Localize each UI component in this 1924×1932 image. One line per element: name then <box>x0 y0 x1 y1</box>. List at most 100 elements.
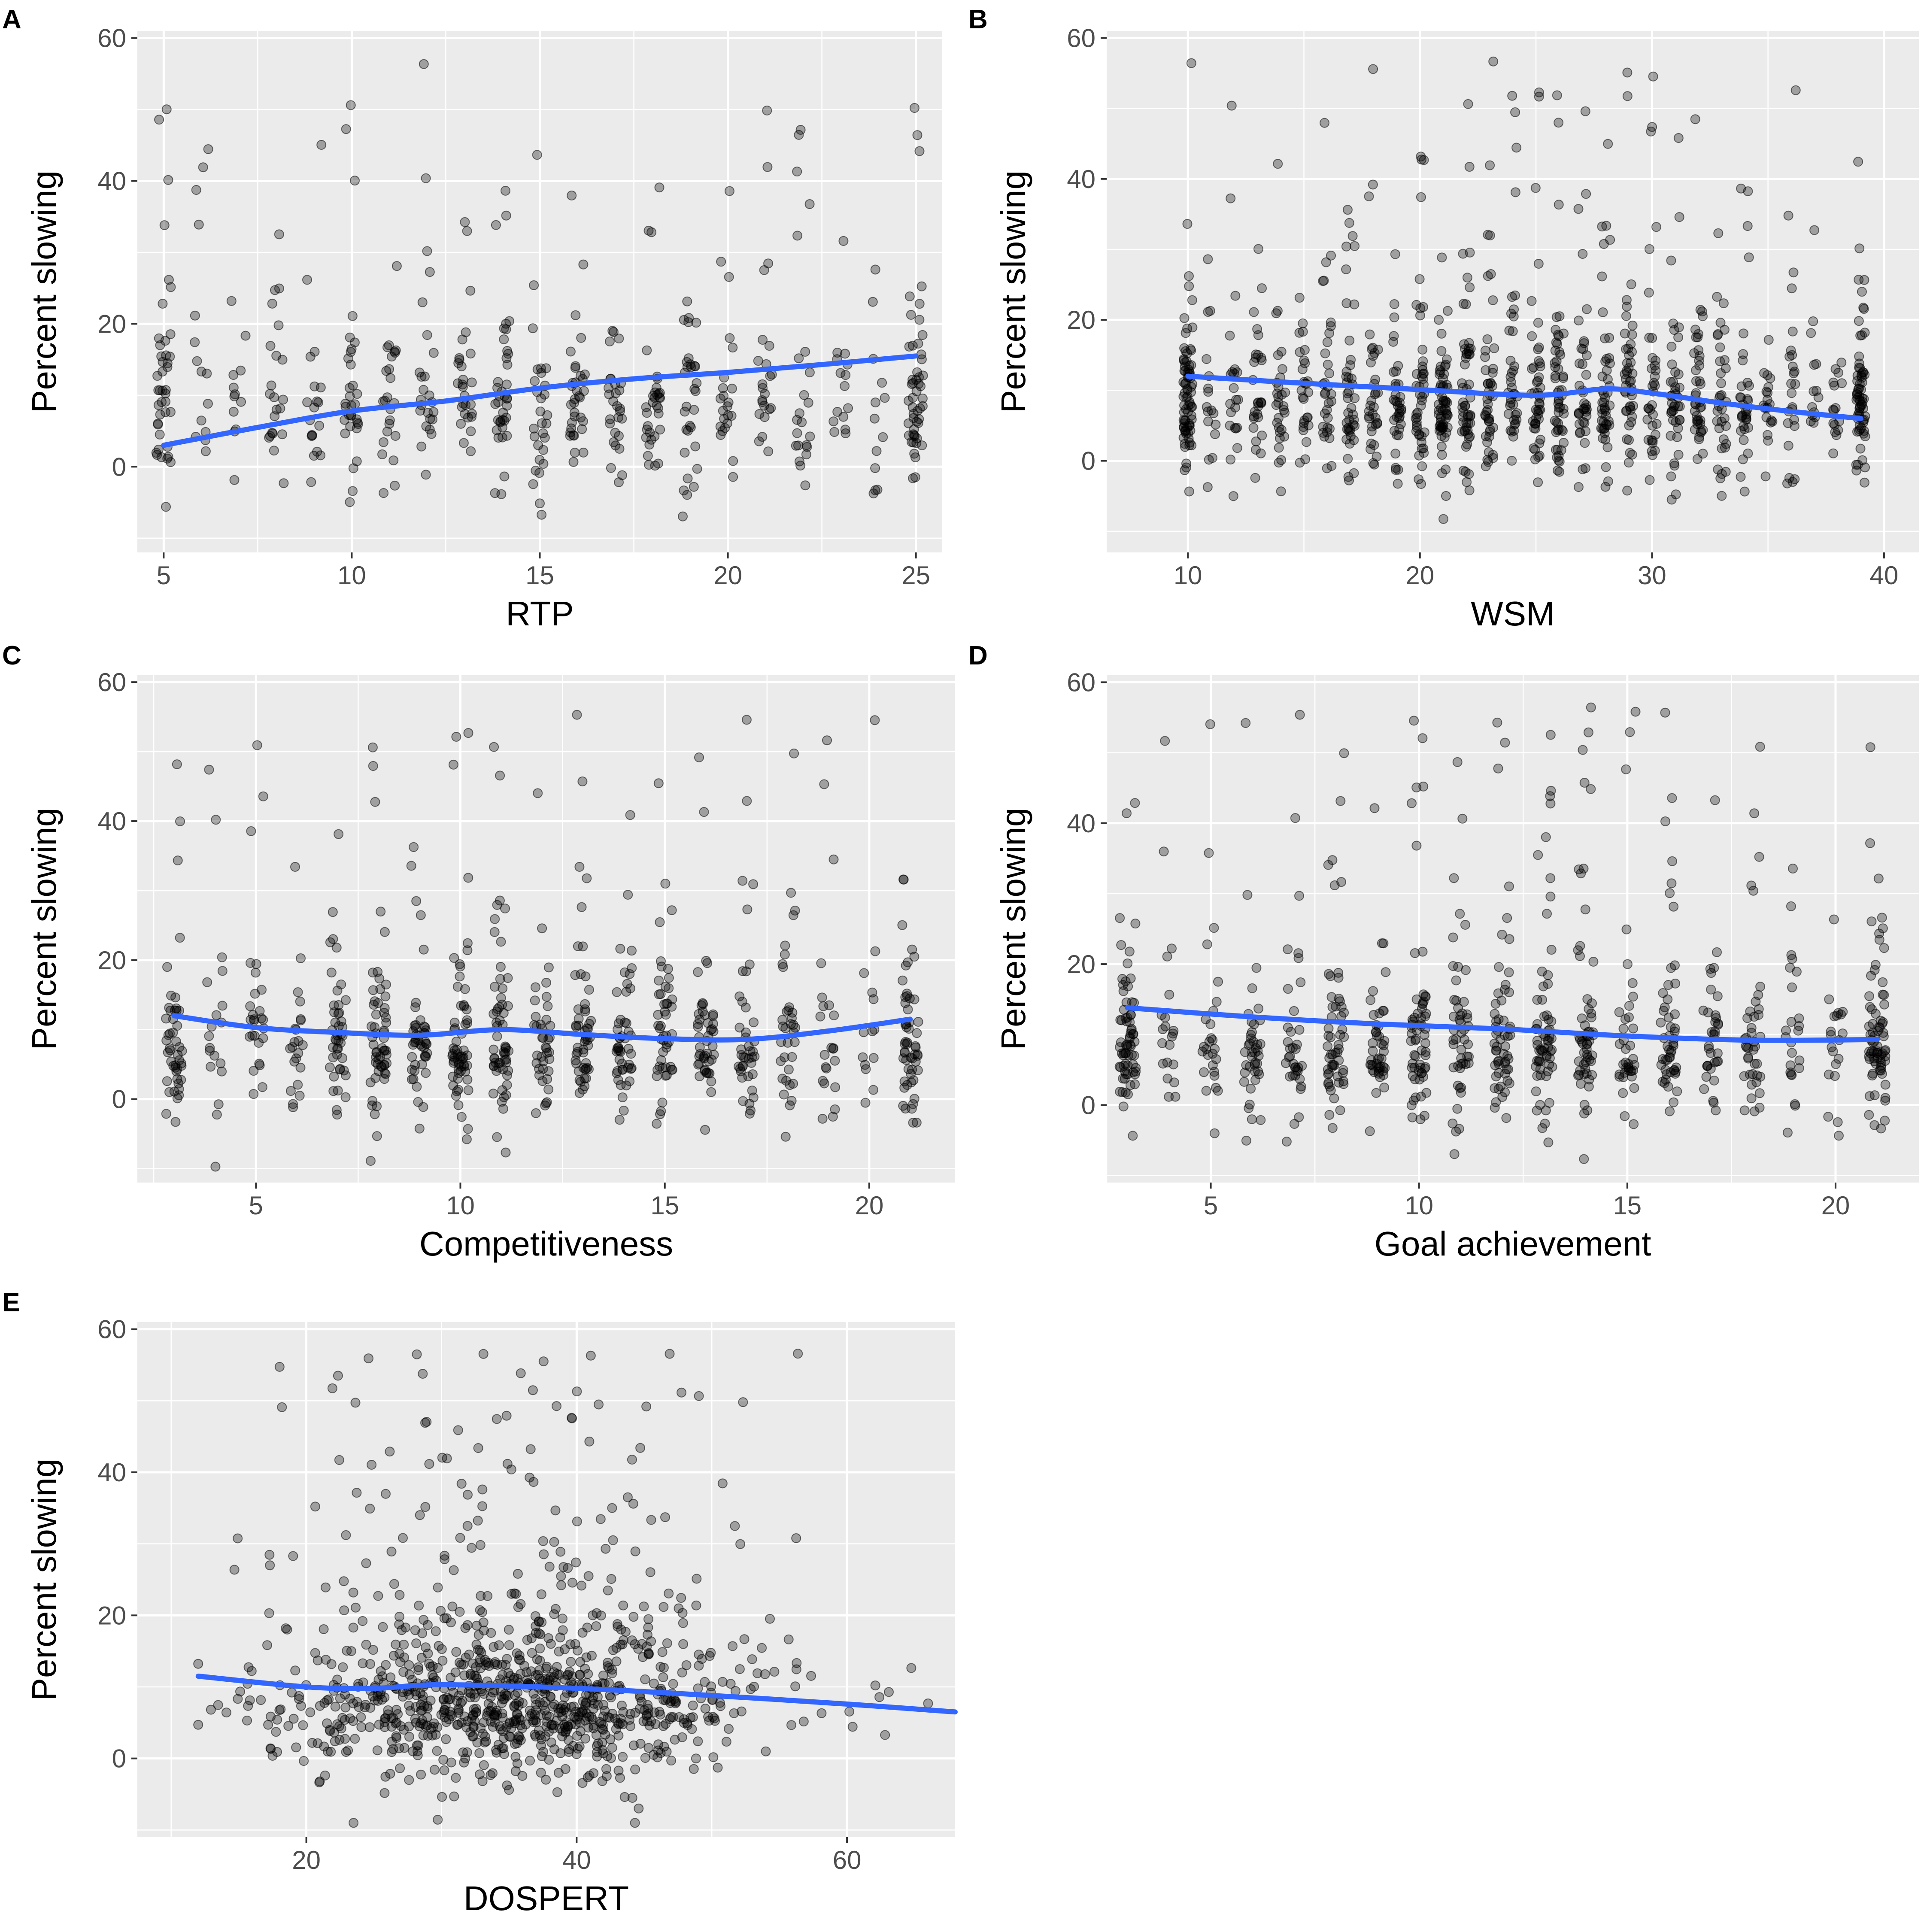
data-point <box>1543 1137 1554 1147</box>
data-point <box>818 1001 828 1011</box>
data-point <box>1130 919 1141 929</box>
data-point <box>1490 1083 1500 1093</box>
data-point <box>1323 860 1333 870</box>
data-point <box>249 1089 259 1099</box>
data-point <box>1364 191 1374 201</box>
data-point <box>692 464 702 474</box>
data-point <box>1252 409 1262 419</box>
data-point <box>1417 391 1427 402</box>
data-point <box>576 333 586 343</box>
data-point <box>913 1017 923 1027</box>
data-point <box>489 1044 499 1055</box>
data-point <box>290 862 300 872</box>
data-point <box>867 1026 877 1037</box>
data-point <box>460 409 470 419</box>
data-point <box>618 1752 628 1762</box>
data-point <box>157 397 167 407</box>
data-point <box>718 383 728 393</box>
data-point <box>343 1745 353 1756</box>
data-point <box>1371 1088 1381 1098</box>
data-point <box>516 1599 526 1609</box>
data-point <box>916 354 927 364</box>
data-point <box>1794 1021 1804 1031</box>
data-point <box>385 415 395 425</box>
data-point <box>1628 1023 1639 1034</box>
data-point <box>1117 1087 1128 1097</box>
data-point <box>601 1771 612 1781</box>
data-point <box>1864 991 1874 1001</box>
data-point <box>535 406 546 417</box>
data-point <box>499 334 509 345</box>
data-point <box>469 1716 479 1726</box>
data-point <box>795 461 806 471</box>
data-point <box>258 1015 268 1025</box>
data-point <box>537 1076 548 1086</box>
data-point <box>1252 324 1262 334</box>
data-point <box>1441 464 1451 475</box>
data-point <box>465 1669 476 1679</box>
data-point <box>877 378 887 388</box>
data-point <box>1788 864 1798 873</box>
data-point <box>1288 1043 1298 1053</box>
data-point <box>1550 373 1560 383</box>
data-point <box>581 1073 591 1083</box>
data-point <box>497 1660 507 1670</box>
data-point <box>1393 479 1403 489</box>
data-point <box>1116 940 1126 950</box>
data-point <box>1675 415 1685 425</box>
data-point <box>1673 133 1684 143</box>
data-point <box>1697 306 1707 317</box>
data-point <box>1788 267 1799 278</box>
data-point <box>787 1052 797 1062</box>
data-point <box>535 1656 545 1666</box>
data-point <box>643 421 653 431</box>
data-point <box>572 1516 582 1526</box>
data-point <box>1673 332 1684 343</box>
data-point <box>1667 856 1677 866</box>
y-tick-label: 40 <box>1067 809 1096 838</box>
data-point <box>649 393 660 403</box>
data-point <box>1202 354 1212 364</box>
data-point <box>497 1743 507 1753</box>
data-point <box>614 334 624 344</box>
data-point <box>463 728 473 738</box>
data-point <box>491 220 501 230</box>
data-point <box>1651 365 1661 376</box>
data-point <box>347 311 358 321</box>
data-point <box>1532 377 1542 387</box>
data-point <box>747 1086 757 1096</box>
data-point <box>269 446 279 456</box>
data-point <box>1618 1088 1628 1098</box>
data-point <box>613 1075 623 1085</box>
data-point <box>1442 397 1452 408</box>
data-point <box>437 1792 447 1802</box>
data-point <box>1283 984 1293 994</box>
data-point <box>790 1681 801 1692</box>
data-point <box>747 1052 757 1062</box>
data-point <box>306 477 316 487</box>
data-point <box>764 341 774 351</box>
data-point <box>898 874 908 885</box>
data-point <box>1744 252 1754 263</box>
data-point <box>1341 241 1351 252</box>
data-point <box>708 1026 719 1037</box>
data-point <box>1411 300 1422 310</box>
data-point <box>417 1059 427 1070</box>
data-point <box>1670 1023 1680 1034</box>
data-point <box>687 1724 697 1734</box>
data-point <box>251 959 261 969</box>
data-point <box>328 1086 339 1096</box>
data-point <box>840 349 850 359</box>
data-point <box>1712 991 1723 1001</box>
data-point <box>758 383 768 393</box>
data-point <box>1366 426 1377 437</box>
data-point <box>570 363 580 373</box>
data-point <box>1529 423 1539 434</box>
data-point <box>274 1362 285 1372</box>
data-point <box>1159 846 1169 857</box>
data-point <box>462 1015 472 1025</box>
data-point <box>439 1765 449 1775</box>
data-point <box>513 1731 524 1741</box>
data-point <box>829 1010 839 1021</box>
